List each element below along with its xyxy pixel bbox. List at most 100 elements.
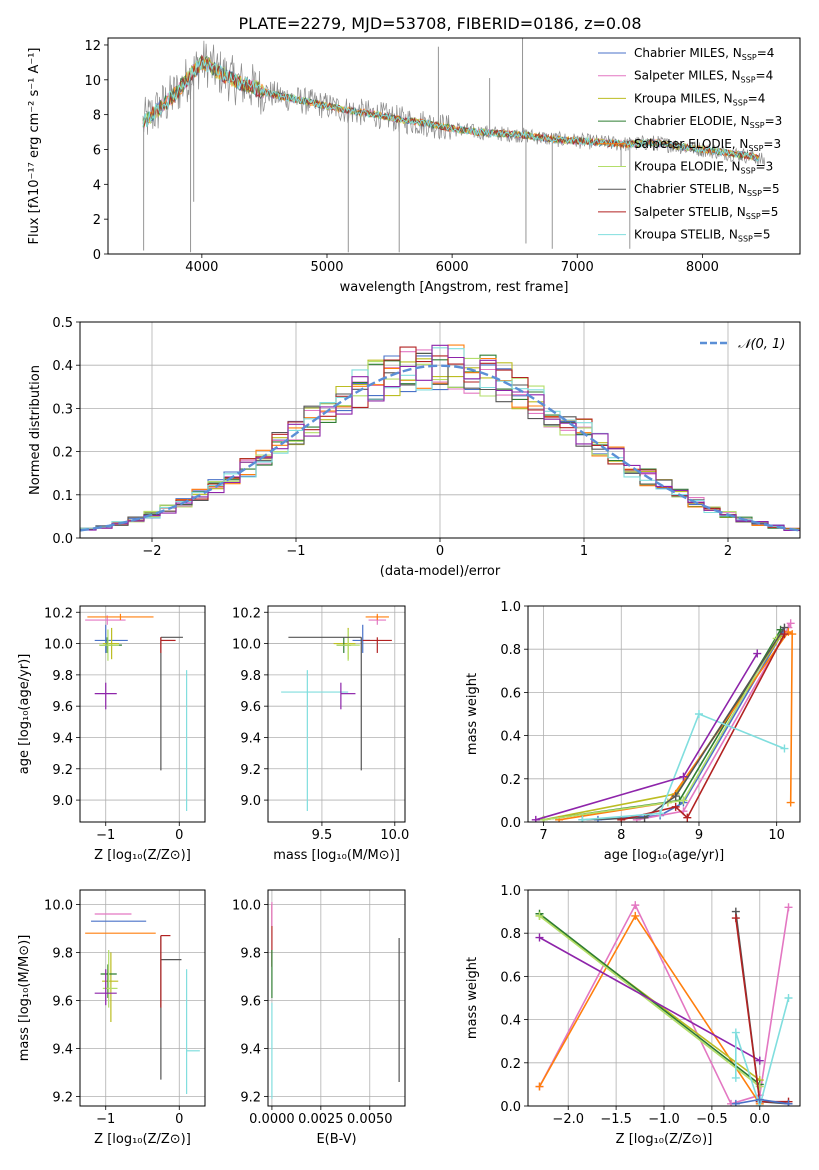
x-tick-label: 0.0025 xyxy=(298,1112,344,1127)
y-tick-label: 0.5 xyxy=(52,316,73,331)
plot-area xyxy=(85,613,188,812)
weight-marker xyxy=(535,1082,544,1091)
weight-marker xyxy=(731,1073,740,1082)
x-tick-label: −2.0 xyxy=(552,1112,584,1127)
x-axis-label: Z [log₁₀(Z/Z⊙)] xyxy=(94,1132,191,1147)
legend-entry: Salpeter STELIB, NSSP=5 xyxy=(634,205,778,221)
y-tick-label: 0.8 xyxy=(500,927,521,942)
chart-weight-vs-Z: −2.0 −1.5 −1.0 −0.5 0.0 0.0 0.2 0.4 0.6 0.8 1.0 Z [… xyxy=(465,884,801,1147)
weight-marker xyxy=(786,798,795,807)
y-axis-label: Flux [fλ10⁻¹⁷ erg cm⁻² s⁻¹ A⁻¹] xyxy=(27,48,42,245)
y-tick-label: 0.4 xyxy=(500,730,521,745)
y-tick-label: 0.6 xyxy=(500,686,521,701)
histogram-step-chabrier-stelib xyxy=(80,352,800,531)
plot-layer: 4000 5000 6000 7000 8000024681012wavelength … xyxy=(17,37,801,1147)
x-tick-label: 0 xyxy=(175,1112,183,1127)
y-tick-label: 10.0 xyxy=(44,638,73,653)
legend-entry: Chabrier ELODIE, NSSP=3 xyxy=(634,114,782,130)
y-axis-label: mass weight xyxy=(465,673,480,755)
legend-entry: 𝒩(0, 1) xyxy=(738,337,785,352)
y-tick-label: 9.8 xyxy=(240,946,261,961)
x-axis-label: wavelength [Angstrom, rest frame] xyxy=(340,280,569,295)
plot-area xyxy=(142,38,766,253)
weight-marker xyxy=(788,630,797,639)
x-tick-label: 7 xyxy=(539,828,547,843)
weight-line-salpeter-stelib xyxy=(621,633,786,821)
y-tick-label: 9.0 xyxy=(240,794,261,809)
legend-entry: Chabrier STELIB, NSSP=5 xyxy=(634,182,780,198)
chart-mass-vs-Z: −1 0 9.2 9.4 9.6 9.8 10.0 Z [log₁₀(Z/Z⊙)] mass [… xyxy=(17,889,206,1147)
x-axis-label: Z [log₁₀(Z/Z⊙)] xyxy=(616,1132,713,1147)
y-tick-label: 9.6 xyxy=(52,994,73,1009)
weight-marker xyxy=(694,710,703,718)
x-tick-label: 5000 xyxy=(310,260,343,275)
x-tick-label: 0 xyxy=(175,828,183,843)
weight-line-kroupa-elodie xyxy=(539,915,761,1088)
y-tick-label: 0.1 xyxy=(52,489,73,504)
weight-marker xyxy=(784,903,793,912)
y-tick-label: 0.2 xyxy=(500,1057,521,1072)
y-tick-label: 9.6 xyxy=(240,994,261,1009)
y-tick-label: 9.6 xyxy=(240,700,261,715)
axes-frame xyxy=(527,605,801,823)
chart-age-vs-mass: 9.5 10.0 9.0 9.2 9.4 9.6 9.8 10.0 10.2 mass [log₁… xyxy=(232,605,409,863)
weight-marker xyxy=(531,815,540,822)
legend-entry: Kroupa STELIB, NSSP=5 xyxy=(634,228,771,244)
weight-line-salpeter-elodie xyxy=(538,914,761,1105)
x-tick-label: 4000 xyxy=(185,260,218,275)
plot-area xyxy=(80,344,800,532)
weight-marker xyxy=(671,802,680,811)
legend-entry: Kroupa ELODIE, NSSP=3 xyxy=(634,160,773,176)
y-tick-label: 9.4 xyxy=(52,731,73,746)
y-tick-label: 1.0 xyxy=(500,884,521,899)
x-tick-label: 0.0 xyxy=(749,1112,770,1127)
x-tick-label: 8 xyxy=(617,828,625,843)
x-tick-label: −1 xyxy=(96,1112,115,1127)
y-tick-label: 0.4 xyxy=(52,359,73,374)
weight-marker xyxy=(535,933,544,942)
weight-marker xyxy=(731,914,740,923)
x-axis-label: E(B-V) xyxy=(316,1132,356,1147)
y-tick-label: 9.8 xyxy=(52,946,73,961)
axes-frame xyxy=(79,321,801,539)
x-tick-label: 10 xyxy=(768,828,785,843)
x-tick-label: 2 xyxy=(724,544,732,559)
y-tick-label: 9.0 xyxy=(52,794,73,809)
y-tick-label: 9.2 xyxy=(52,1090,73,1105)
y-axis-label: mass weight xyxy=(465,957,480,1039)
x-tick-label: 0 xyxy=(436,544,444,559)
weight-line-kroupa-miles xyxy=(543,635,782,821)
axes-frame xyxy=(79,605,206,823)
plot-area xyxy=(535,901,793,1106)
plot-area xyxy=(531,619,797,822)
y-tick-label: 10 xyxy=(84,74,101,89)
weight-line-kroupa-stelib xyxy=(582,712,785,821)
x-tick-label: 1 xyxy=(580,544,588,559)
y-tick-label: 2 xyxy=(93,213,101,228)
weight-marker xyxy=(755,1095,764,1104)
y-tick-label: 9.6 xyxy=(52,700,73,715)
y-axis-label: Normed distribution xyxy=(28,365,43,495)
y-tick-label: 0.0 xyxy=(500,816,521,831)
y-tick-label: 9.4 xyxy=(240,731,261,746)
y-tick-label: 10.2 xyxy=(232,606,261,621)
axes-frame xyxy=(79,889,206,1107)
y-tick-label: 0.4 xyxy=(500,1014,521,1029)
y-tick-label: 0.2 xyxy=(52,446,73,461)
weight-marker xyxy=(631,901,640,910)
y-tick-label: 6 xyxy=(93,143,101,158)
y-tick-label: 0.0 xyxy=(52,532,73,547)
chart-age-vs-Z: −1 0 9.0 9.2 9.4 9.6 9.8 10.0 10.2 Z [log₁₀(Z/Z⊙)… xyxy=(17,605,206,863)
weight-marker xyxy=(784,1099,793,1106)
spectrum-model-line-salpeter-elodie xyxy=(142,59,760,161)
y-tick-label: 9.8 xyxy=(52,669,73,684)
plot-area xyxy=(85,913,200,1094)
figure-title: PLATE=2279, MJD=53708, FIBERID=0186, z=0… xyxy=(238,14,641,33)
weight-line-kroupa-miles xyxy=(539,915,761,1081)
y-tick-label: 9.4 xyxy=(240,1042,261,1057)
axes-frame xyxy=(267,889,406,1107)
plot-area xyxy=(281,613,392,812)
weight-line-chabrier-elodie xyxy=(543,629,782,821)
x-tick-label: 6000 xyxy=(436,260,469,275)
y-tick-label: 0.3 xyxy=(52,402,73,417)
